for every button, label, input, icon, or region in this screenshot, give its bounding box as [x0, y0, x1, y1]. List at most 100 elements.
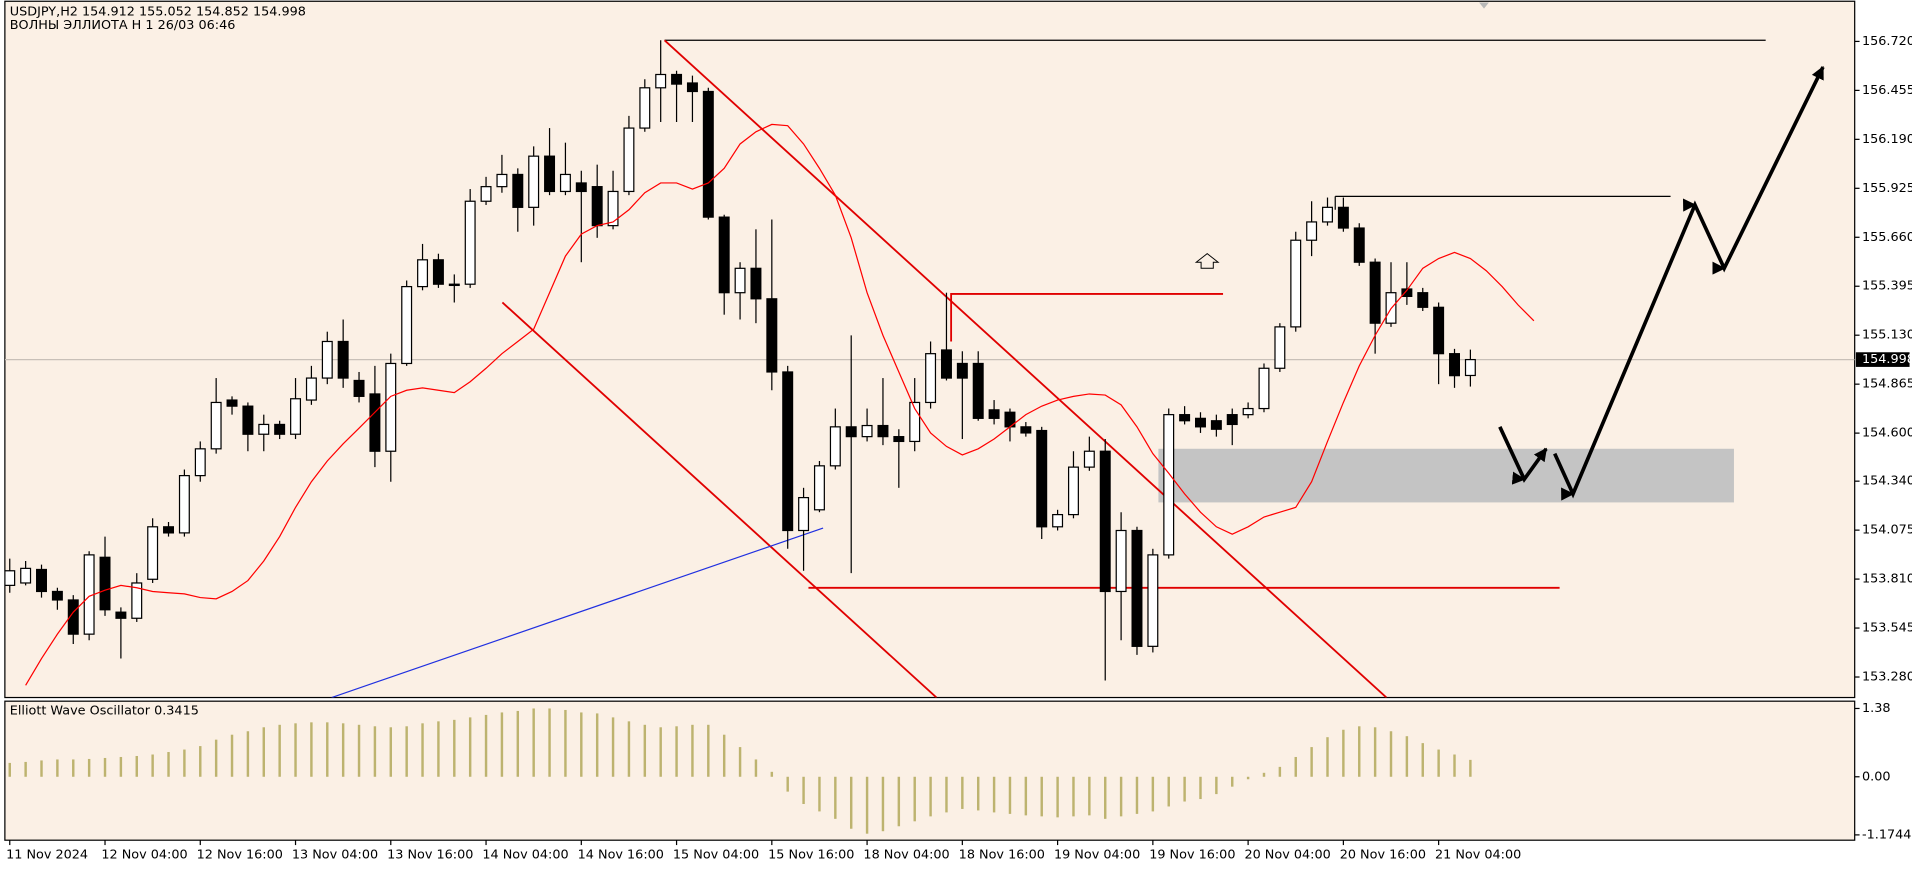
oscillator-bar [1167, 776, 1170, 807]
oscillator-plot [8, 708, 1472, 834]
oscillator-bar [818, 776, 821, 812]
candle-body [1067, 466, 1079, 516]
candle-body [734, 267, 746, 294]
oscillator-bar [675, 726, 678, 777]
candle-body [1163, 414, 1175, 556]
candle-body [925, 353, 937, 404]
y-tick-label: 154.075 [1862, 523, 1912, 538]
candle-body [178, 475, 190, 534]
candle-body [813, 465, 825, 511]
oscillator-bar [913, 776, 916, 822]
oscillator-bar [8, 762, 11, 777]
oscillator-bar [468, 717, 472, 777]
candle-body [369, 393, 381, 452]
y-tick-label: 1.38 [1862, 701, 1891, 716]
candle-body [1258, 367, 1270, 410]
candle-body [1290, 239, 1302, 328]
oscillator-bar [484, 714, 488, 777]
candle-body [909, 401, 921, 443]
oscillator-bar [992, 776, 996, 813]
oscillator-bar [1453, 754, 1456, 777]
oscillator-bar [1056, 776, 1059, 818]
candle-body [20, 567, 32, 584]
x-tick-label: 19 Nov 16:00 [1149, 847, 1235, 862]
last-price-label: 154.998 [1862, 352, 1912, 367]
candle-body [1369, 261, 1381, 324]
oscillator-bar [56, 759, 59, 777]
candle-body [496, 173, 508, 188]
candle-body [798, 496, 810, 532]
y-tick-label: 155.395 [1862, 279, 1912, 294]
oscillator-bar [183, 749, 186, 777]
oscillator-bar [834, 776, 837, 819]
candle-body [639, 87, 651, 129]
candle-body [1417, 292, 1429, 308]
candle-body [655, 73, 667, 89]
candle-body [258, 423, 270, 435]
candle-body [1115, 529, 1127, 593]
oscillator-bar [849, 776, 853, 829]
candle-body [1464, 358, 1476, 377]
candle-body [750, 267, 762, 300]
oscillator-bar [707, 724, 710, 777]
oscillator-bar [976, 776, 980, 811]
oscillator-bar [167, 752, 170, 777]
candle-body [512, 173, 524, 208]
candle-body [559, 173, 571, 193]
oscillator-bar [881, 776, 885, 832]
y-tick-label: 155.130 [1862, 328, 1912, 343]
candle-body [782, 371, 794, 532]
oscillator-bar [310, 722, 313, 777]
candle-body [242, 405, 254, 435]
oscillator-bar [802, 776, 805, 804]
oscillator-bar [770, 771, 774, 777]
candle-body [893, 436, 905, 443]
candle-body [385, 362, 397, 452]
oscillator-panel [4, 700, 1856, 841]
candle-body [353, 379, 365, 397]
candle-body [988, 409, 1000, 419]
y-tick-label: 153.280 [1862, 670, 1912, 685]
candle-body [1210, 420, 1222, 430]
oscillator-bar [611, 717, 615, 777]
candle-body [1020, 426, 1032, 434]
oscillator-bar [294, 723, 297, 777]
oscillator-bar [659, 727, 662, 777]
y-tick-label: 156.455 [1862, 83, 1912, 98]
candle-body [290, 398, 302, 435]
candle-body [51, 590, 63, 601]
candle-body [464, 200, 476, 285]
oscillator-bar [341, 723, 345, 777]
oscillator-bar [135, 755, 138, 777]
arrow-icon [1194, 253, 1220, 269]
oscillator-bar [1389, 731, 1393, 777]
candle-body [480, 186, 492, 202]
x-tick-label: 13 Nov 04:00 [292, 847, 378, 862]
candle-body [1322, 206, 1333, 223]
level-line [950, 292, 1224, 342]
candle-body [671, 73, 683, 85]
x-tick-label: 18 Nov 16:00 [959, 847, 1045, 862]
oscillator-bar [1072, 776, 1075, 817]
candle-body [1306, 221, 1318, 241]
candle-body [432, 259, 444, 285]
oscillator-bar [421, 723, 424, 777]
candle-body [321, 340, 333, 379]
x-tick-label: 19 Nov 04:00 [1054, 847, 1140, 862]
oscillator-bar [929, 776, 932, 817]
oscillator-bar [738, 747, 742, 777]
oscillator-bar [1437, 749, 1440, 777]
oscillator-bar [722, 734, 726, 777]
y-tick-label: 154.865 [1862, 377, 1912, 392]
candle-body [702, 90, 714, 218]
oscillator-bar [214, 739, 218, 777]
candle-body [1036, 429, 1048, 528]
candle-body [1052, 513, 1064, 528]
oscillator-bar [24, 761, 27, 777]
main-plot [4, 39, 1855, 698]
oscillator-bar [437, 721, 440, 777]
oscillator-bar [1358, 726, 1361, 777]
oscillator-bar [865, 776, 869, 834]
oscillator-bar [357, 724, 361, 777]
